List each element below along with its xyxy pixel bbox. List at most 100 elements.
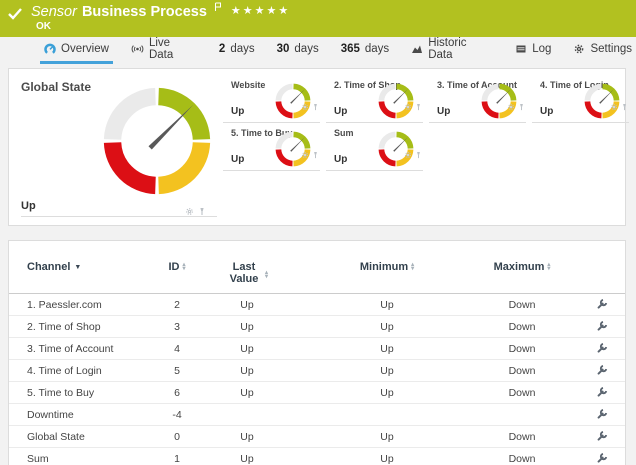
sort-desc-icon: ▼ — [74, 264, 82, 271]
channel-cell: Global State — [27, 430, 85, 443]
wrench-icon[interactable] — [596, 297, 608, 312]
minimum-cell: Up — [380, 342, 394, 355]
gear-icon[interactable] — [610, 98, 618, 116]
channel-table-body: 1. Paessler.com 2 Up Up Down 2. Time of … — [9, 294, 625, 465]
minimum-cell: Up — [380, 430, 394, 443]
object-kind-label: Sensor — [31, 4, 77, 20]
header-minimum[interactable]: Minimum ▴ ▾ — [317, 261, 457, 273]
maximum-cell: Down — [508, 342, 536, 355]
priority-stars[interactable]: ★★★★★ — [230, 5, 291, 17]
gear-icon[interactable] — [404, 146, 412, 164]
channel-settings-cell[interactable] — [587, 297, 617, 312]
mini-gauge-dial — [377, 82, 415, 120]
mini-gauge-value: Up — [540, 106, 554, 117]
pin-icon[interactable] — [312, 98, 319, 116]
sensor-title: Business Process — [81, 4, 207, 20]
channel-settings-cell[interactable] — [587, 429, 617, 444]
table-row: Global State 0 Up Up Down — [9, 426, 625, 448]
tab-30-days[interactable]: 30 days — [273, 37, 323, 64]
minimum-cell: Up — [380, 364, 394, 377]
maximum-cell: Down — [508, 386, 536, 399]
gauges-panel: Global State Up Website Up 2. Time of Sh… — [8, 68, 629, 226]
header-label: Minimum — [359, 261, 409, 273]
mini-gauge-value: Up — [334, 106, 348, 117]
tab-overview[interactable]: Overview — [40, 37, 113, 64]
table-row: 1. Paessler.com 2 Up Up Down — [9, 294, 625, 316]
pin-icon[interactable] — [312, 146, 319, 164]
gauge-icon — [44, 43, 56, 55]
tab-label: days — [364, 43, 390, 55]
tab-365-days[interactable]: 365 days — [337, 37, 393, 64]
ok-check-icon — [8, 7, 22, 25]
tab-label: Overview — [61, 43, 109, 55]
pin-icon[interactable] — [415, 98, 422, 116]
table-row: 2. Time of Shop 3 Up Up Down — [9, 316, 625, 338]
tab-number: 2 — [218, 43, 226, 55]
tab-label: Log — [532, 43, 552, 55]
channel-settings-cell[interactable] — [587, 363, 617, 378]
mini-gauge-dial — [274, 82, 312, 120]
wrench-icon[interactable] — [596, 385, 608, 400]
mini-gauge-dial — [583, 82, 621, 120]
pin-icon[interactable] — [415, 146, 422, 164]
flag-icon[interactable] — [214, 0, 222, 16]
gear-icon[interactable] — [301, 98, 309, 116]
header-channel[interactable]: Channel ▼ — [27, 261, 157, 273]
channel-settings-cell[interactable] — [587, 385, 617, 400]
wrench-icon[interactable] — [596, 429, 608, 444]
channel-settings-cell[interactable] — [587, 451, 617, 465]
header-id[interactable]: ID ▴ ▾ — [157, 261, 197, 273]
tab-label: days — [294, 43, 319, 55]
id-cell: -4 — [172, 408, 182, 421]
mini-gauge-value: Up — [334, 154, 348, 165]
pin-icon[interactable] — [518, 98, 525, 116]
mini-gauges-grid: Website Up 2. Time of Shop Up 3. Time of… — [223, 75, 629, 171]
pin-icon[interactable] — [198, 203, 206, 221]
wrench-icon[interactable] — [596, 363, 608, 378]
header-maximum[interactable]: Maximum ▴ ▾ — [457, 261, 587, 273]
minimum-cell: Up — [380, 452, 394, 465]
channel-cell: 3. Time of Account — [27, 342, 114, 355]
channel-settings-cell[interactable] — [587, 341, 617, 356]
historic-chart-icon — [411, 43, 423, 55]
wrench-icon[interactable] — [596, 407, 608, 422]
sensor-header: Sensor Business Process ★★★★★ OK — [0, 0, 636, 37]
channel-settings-cell[interactable] — [587, 407, 617, 422]
header-last-value[interactable]: Last Value ▴ ▾ — [197, 261, 297, 285]
tab-historic-data[interactable]: Historic Data — [407, 37, 497, 64]
settings-gear-icon — [573, 43, 585, 55]
channel-cell: Downtime — [27, 408, 74, 421]
header-label: ID — [168, 261, 180, 273]
mini-gauge-title: 2. Time of Shop — [334, 80, 401, 90]
tab-bar: Overview Live Data 2 days 30 days 365 da… — [0, 37, 636, 64]
gear-icon[interactable] — [185, 203, 194, 221]
table-row: 3. Time of Account 4 Up Up Down — [9, 338, 625, 360]
wrench-icon[interactable] — [596, 319, 608, 334]
tab-settings[interactable]: Settings — [569, 37, 636, 64]
mini-gauge-value: Up — [231, 154, 245, 165]
minimum-cell: Up — [380, 320, 394, 333]
mini-gauge-title: Sum — [334, 128, 354, 138]
tab-label: Live Data — [148, 37, 174, 61]
gear-icon[interactable] — [301, 146, 309, 164]
mini-gauge-time-of-login: 4. Time of Login Up — [532, 75, 629, 123]
last-value-cell: Up — [240, 298, 254, 311]
wrench-icon[interactable] — [596, 341, 608, 356]
last-value-cell: Up — [240, 320, 254, 333]
id-cell: 2 — [174, 298, 180, 311]
mini-gauge-website: Website Up — [223, 75, 320, 123]
tab-log[interactable]: Log — [511, 37, 555, 64]
mini-gauge-time-of-shop: 2. Time of Shop Up — [326, 75, 423, 123]
last-value-cell: Up — [240, 452, 254, 465]
pin-icon[interactable] — [621, 98, 628, 116]
gear-icon[interactable] — [404, 98, 412, 116]
channel-settings-cell[interactable] — [587, 319, 617, 334]
gear-icon[interactable] — [507, 98, 515, 116]
table-row: 5. Time to Buy 6 Up Up Down — [9, 382, 625, 404]
tab-live-data[interactable]: Live Data — [127, 37, 201, 64]
divider — [21, 216, 217, 217]
tab-2-days[interactable]: 2 days — [215, 37, 259, 64]
log-list-icon — [515, 43, 527, 55]
wrench-icon[interactable] — [596, 451, 608, 465]
tab-label: days — [230, 43, 255, 55]
